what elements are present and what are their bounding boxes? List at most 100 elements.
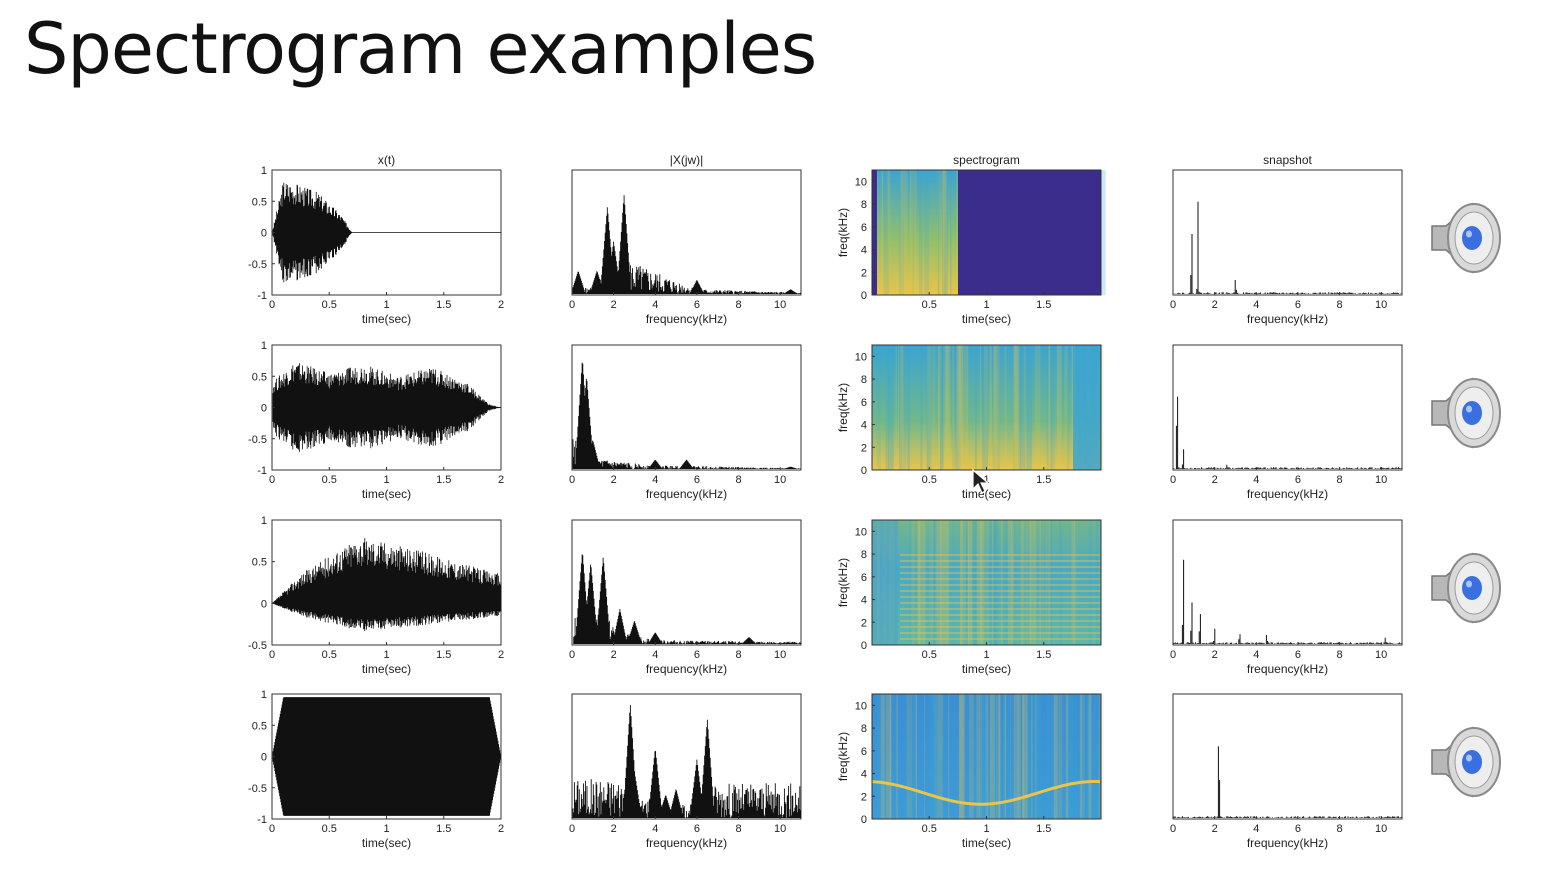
x-tick-label: 4 bbox=[652, 823, 658, 835]
x-axis-label: time(sec) bbox=[962, 312, 1011, 326]
spectrum-trace bbox=[572, 554, 801, 644]
x-tick-label: 1.5 bbox=[436, 474, 451, 486]
x-tick-label: 6 bbox=[1295, 299, 1301, 311]
x-tick-label: 0.5 bbox=[922, 474, 937, 486]
x-tick-label: 0.5 bbox=[322, 649, 337, 661]
spectrum-trace bbox=[572, 705, 801, 818]
y-tick-label: 8 bbox=[861, 374, 867, 386]
x-tick-label: 1 bbox=[983, 474, 989, 486]
x-tick-label: 8 bbox=[1336, 299, 1342, 311]
x-tick-label: 1.5 bbox=[1036, 823, 1051, 835]
x-tick-label: 0 bbox=[1170, 823, 1176, 835]
x-axis-label: frequency(kHz) bbox=[1247, 836, 1328, 850]
x-tick-label: 4 bbox=[1253, 823, 1259, 835]
spectrum-trace bbox=[1173, 201, 1403, 294]
x-tick-label: 0 bbox=[1170, 299, 1176, 311]
x-axis-label: frequency(kHz) bbox=[1247, 487, 1328, 501]
y-axis-label: freq(kHz) bbox=[836, 732, 850, 781]
y-axis-label: freq(kHz) bbox=[836, 383, 850, 432]
speaker-icon[interactable] bbox=[1431, 377, 1501, 449]
x-axis-label: frequency(kHz) bbox=[646, 312, 727, 326]
x-tick-label: 4 bbox=[1253, 299, 1259, 311]
x-tick-label: 10 bbox=[1375, 823, 1387, 835]
y-tick-label: -0.5 bbox=[248, 259, 267, 271]
x-tick-label: 2 bbox=[1212, 649, 1218, 661]
x-tick-label: 8 bbox=[1336, 823, 1342, 835]
x-tick-label: 1.5 bbox=[436, 299, 451, 311]
spectrogram-image-3 bbox=[871, 519, 1102, 646]
y-tick-label: -0.5 bbox=[248, 640, 267, 652]
magnitude-spectrum-plot-2 bbox=[571, 344, 802, 471]
y-tick-label: 10 bbox=[855, 176, 867, 188]
x-tick-label: 2 bbox=[611, 474, 617, 486]
x-tick-label: 10 bbox=[774, 474, 786, 486]
x-axis-label: time(sec) bbox=[362, 312, 411, 326]
x-axis-label: time(sec) bbox=[362, 487, 411, 501]
spectrum-trace bbox=[572, 195, 801, 294]
x-axis-label: time(sec) bbox=[362, 662, 411, 676]
y-tick-label: -0.5 bbox=[248, 434, 267, 446]
y-tick-label: 0 bbox=[261, 598, 267, 610]
y-tick-label: 0 bbox=[861, 290, 867, 302]
x-tick-label: 10 bbox=[1375, 474, 1387, 486]
x-axis-label: frequency(kHz) bbox=[646, 662, 727, 676]
y-tick-label: 10 bbox=[855, 700, 867, 712]
x-axis-label: time(sec) bbox=[962, 836, 1011, 850]
y-tick-label: 8 bbox=[861, 199, 867, 211]
x-tick-label: 2 bbox=[1212, 299, 1218, 311]
speaker-icon[interactable] bbox=[1431, 202, 1501, 274]
x-tick-label: 10 bbox=[1375, 299, 1387, 311]
x-tick-label: 2 bbox=[1212, 474, 1218, 486]
slide-title: Spectrogram examples bbox=[24, 8, 817, 90]
x-axis-label: time(sec) bbox=[362, 836, 411, 850]
y-tick-label: 10 bbox=[855, 526, 867, 538]
x-tick-label: 0 bbox=[269, 299, 275, 311]
x-tick-label: 2 bbox=[611, 649, 617, 661]
x-axis-label: frequency(kHz) bbox=[646, 836, 727, 850]
spectrogram-image-4 bbox=[871, 693, 1104, 820]
column-title-2: spectrogram bbox=[953, 153, 1020, 167]
x-tick-label: 2 bbox=[1212, 823, 1218, 835]
x-tick-label: 0 bbox=[269, 823, 275, 835]
x-tick-label: 0 bbox=[569, 299, 575, 311]
x-tick-label: 0 bbox=[1170, 649, 1176, 661]
x-tick-label: 1.5 bbox=[1036, 299, 1051, 311]
y-tick-label: 0.5 bbox=[252, 720, 267, 732]
y-tick-label: 2 bbox=[861, 791, 867, 803]
x-tick-label: 6 bbox=[694, 299, 700, 311]
x-tick-label: 2 bbox=[611, 823, 617, 835]
x-tick-label: 1.5 bbox=[436, 823, 451, 835]
y-tick-label: 6 bbox=[861, 572, 867, 584]
y-tick-label: 2 bbox=[861, 617, 867, 629]
x-tick-label: 8 bbox=[735, 474, 741, 486]
x-axis-label: frequency(kHz) bbox=[1247, 312, 1328, 326]
x-tick-label: 2 bbox=[498, 649, 504, 661]
x-tick-label: 0 bbox=[569, 474, 575, 486]
y-tick-label: 4 bbox=[861, 769, 867, 781]
x-axis-label: frequency(kHz) bbox=[1247, 662, 1328, 676]
x-tick-label: 6 bbox=[694, 649, 700, 661]
snapshot-spectrum-plot-1 bbox=[1172, 169, 1403, 296]
x-tick-label: 1 bbox=[383, 474, 389, 486]
y-tick-label: 4 bbox=[861, 595, 867, 607]
x-tick-label: 8 bbox=[735, 823, 741, 835]
y-tick-label: 4 bbox=[861, 245, 867, 257]
speaker-icon[interactable] bbox=[1431, 726, 1501, 798]
x-tick-label: 2 bbox=[611, 299, 617, 311]
speaker-icon[interactable] bbox=[1431, 552, 1501, 624]
spectrum-trace bbox=[572, 362, 801, 469]
y-tick-label: 6 bbox=[861, 746, 867, 758]
mouse-pointer-icon bbox=[972, 469, 990, 494]
y-tick-label: 1 bbox=[261, 515, 267, 527]
x-tick-label: 1 bbox=[383, 649, 389, 661]
column-title-3: snapshot bbox=[1263, 153, 1312, 167]
y-tick-label: 0 bbox=[261, 403, 267, 415]
y-tick-label: 0 bbox=[861, 814, 867, 826]
snapshot-spectrum-plot-3 bbox=[1172, 519, 1403, 646]
y-tick-label: -1 bbox=[257, 814, 267, 826]
spectrum-trace bbox=[1173, 559, 1403, 644]
x-tick-label: 0.5 bbox=[922, 299, 937, 311]
x-tick-label: 8 bbox=[1336, 474, 1342, 486]
x-axis-label: frequency(kHz) bbox=[646, 487, 727, 501]
